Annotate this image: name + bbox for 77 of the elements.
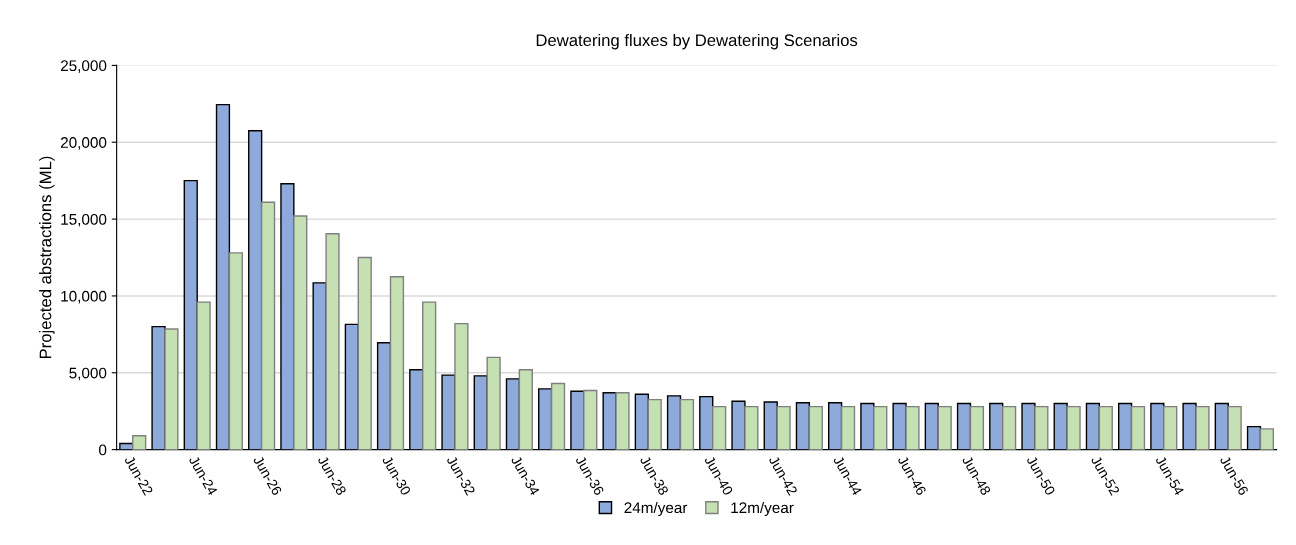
legend-label: 24m/year: [624, 501, 688, 517]
bar: [441, 374, 456, 450]
bar: [1163, 405, 1178, 450]
bar: [1066, 405, 1081, 450]
bar: [956, 402, 972, 450]
y-tick-label: 20,000: [60, 137, 107, 150]
y-tick-label: 25,000: [60, 60, 107, 73]
bar: [828, 402, 843, 450]
bar: [570, 390, 585, 450]
bar: [325, 232, 340, 450]
bar: [454, 322, 469, 450]
bar: [550, 382, 566, 450]
bar: [518, 369, 533, 450]
chart-title: Dewatering fluxes by Dewatering Scenarios: [536, 33, 858, 50]
bar: [376, 342, 392, 450]
bar: [840, 405, 856, 450]
bar: [1001, 405, 1017, 450]
bar: [634, 393, 649, 450]
bar: [969, 405, 985, 450]
bar: [196, 301, 211, 450]
bar: [602, 392, 617, 450]
bar: [905, 405, 920, 450]
bar: [989, 402, 1004, 450]
bar: [937, 405, 952, 450]
bar: [1117, 402, 1133, 450]
bar: [666, 395, 682, 450]
bar: [1259, 428, 1275, 450]
bar: [215, 103, 231, 450]
bar: [1021, 402, 1036, 450]
y-tick-label: 10,000: [61, 290, 107, 304]
bar: [808, 405, 823, 450]
bar: [422, 301, 437, 450]
bar: [228, 252, 243, 450]
bar: [1182, 402, 1197, 450]
bar: [151, 325, 166, 450]
bar: [795, 402, 811, 450]
bar: [647, 398, 662, 450]
y-tick-label: 15,000: [61, 213, 107, 227]
bar: [357, 256, 372, 450]
bar: [1195, 405, 1210, 450]
bar: [389, 276, 405, 450]
bar: [873, 405, 888, 450]
bar: [699, 395, 714, 450]
bar: [409, 369, 424, 450]
bar: [183, 179, 198, 450]
bar: [312, 282, 327, 450]
bar: [1227, 405, 1242, 450]
bar: [486, 356, 501, 450]
bar: [744, 405, 759, 450]
legend-label: 12m/year: [731, 501, 794, 517]
bar: [892, 402, 907, 450]
bar: [1214, 402, 1229, 450]
bar: [1034, 405, 1049, 450]
bar: [344, 323, 359, 450]
bar: [679, 398, 695, 450]
bar: [712, 405, 727, 450]
y-axis-title: Projected abstractions (ML): [39, 156, 55, 359]
bar: [538, 388, 553, 450]
bar: [280, 183, 295, 450]
y-tick-label: 0: [99, 444, 107, 456]
bar: [1098, 405, 1113, 450]
bar: [260, 201, 276, 450]
bar: [1130, 405, 1146, 450]
y-tick-label: 5,000: [69, 367, 107, 381]
bar: [505, 378, 521, 450]
bar: [776, 405, 791, 450]
bar: [615, 392, 630, 450]
bar: [164, 328, 179, 450]
bar: [1150, 402, 1165, 450]
bar: [248, 130, 263, 450]
bar: [860, 402, 875, 450]
bar: [293, 215, 308, 450]
bar: [583, 389, 598, 450]
bar: [731, 400, 746, 450]
bar: [132, 435, 147, 450]
bar: [1085, 402, 1101, 450]
bar: [924, 402, 939, 450]
